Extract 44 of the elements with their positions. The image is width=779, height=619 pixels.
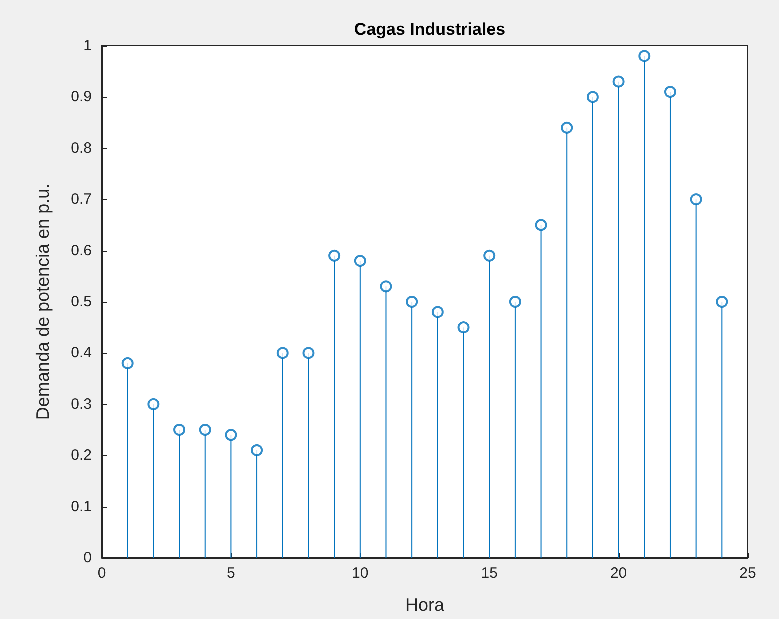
point bbox=[716, 296, 728, 308]
y-tick-label: 1 bbox=[84, 38, 92, 54]
x-tick-label: 0 bbox=[98, 565, 106, 582]
point bbox=[276, 347, 289, 360]
y-axis-title: Demanda de potencia en p.u. bbox=[33, 184, 53, 420]
y-tick-label: 0.4 bbox=[71, 344, 92, 362]
chart-title: Cagas Industriales bbox=[354, 20, 506, 39]
point bbox=[690, 194, 702, 206]
x-tick-label: 20 bbox=[610, 565, 628, 582]
point bbox=[122, 357, 134, 370]
point bbox=[302, 347, 315, 360]
point bbox=[664, 86, 676, 98]
y-tick-label: 0.1 bbox=[71, 498, 92, 516]
point bbox=[251, 444, 264, 456]
point bbox=[638, 50, 651, 62]
y-tick-label: 0.3 bbox=[71, 396, 92, 413]
x-tick-label: 15 bbox=[481, 565, 498, 582]
x-tick-label: 5 bbox=[227, 565, 236, 582]
y-tick-label: 0.5 bbox=[71, 294, 92, 310]
y-tick-label: 0.6 bbox=[71, 242, 92, 260]
point bbox=[328, 250, 341, 262]
point bbox=[148, 398, 160, 410]
point bbox=[432, 306, 444, 318]
point bbox=[354, 255, 366, 268]
y-tick-label: 0.2 bbox=[71, 447, 92, 464]
x-tick-label: 10 bbox=[352, 565, 369, 582]
point bbox=[586, 91, 599, 104]
x-axis-title: Hora bbox=[405, 595, 446, 615]
point bbox=[612, 76, 625, 88]
point bbox=[199, 424, 212, 436]
point bbox=[458, 322, 470, 334]
point bbox=[174, 424, 186, 436]
point bbox=[561, 122, 574, 134]
y-tick-label: 0 bbox=[84, 550, 92, 566]
point bbox=[509, 296, 522, 308]
point bbox=[225, 429, 238, 442]
x-tick-label: 25 bbox=[740, 565, 756, 582]
y-tick-label: 0.8 bbox=[71, 140, 92, 157]
y-tick-label: 0.7 bbox=[71, 191, 92, 208]
point bbox=[380, 280, 392, 293]
y-tick-label: 0.9 bbox=[71, 88, 92, 106]
point bbox=[406, 296, 418, 308]
point bbox=[535, 219, 548, 232]
point bbox=[484, 250, 496, 262]
